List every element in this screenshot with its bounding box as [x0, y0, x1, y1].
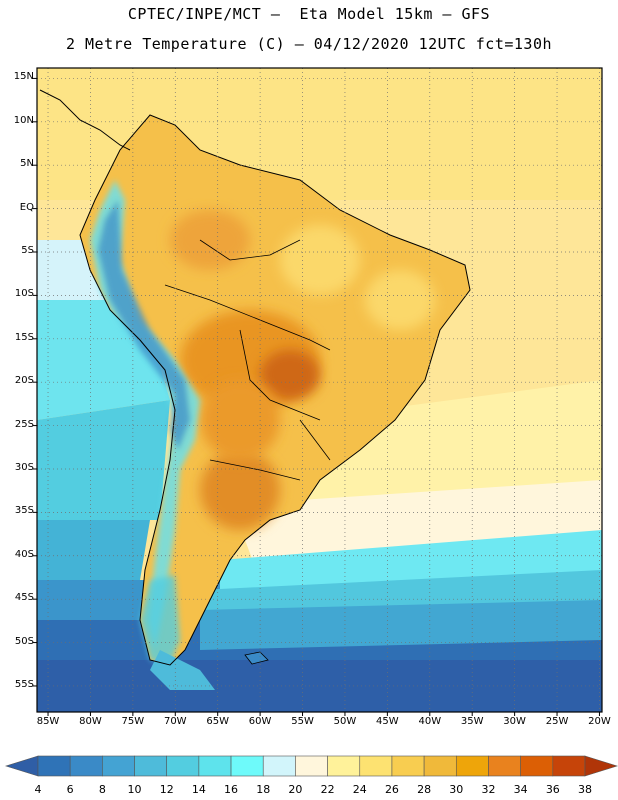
- lon-label: 85W: [36, 716, 60, 727]
- lon-label: 35W: [460, 716, 484, 727]
- colorbar-label: 12: [159, 783, 174, 796]
- colorbar-bin: [166, 755, 200, 777]
- lat-label: 45S: [14, 592, 34, 604]
- lon-label: 40W: [418, 716, 442, 727]
- colorbar-bin: [520, 755, 554, 777]
- lat-label: 5S: [21, 245, 34, 256]
- colorbar-label: 30: [449, 783, 464, 796]
- colorbar-bin: [198, 755, 232, 777]
- lat-label: 30S: [14, 461, 34, 473]
- colorbar-label: 32: [481, 783, 496, 796]
- map-frame: [36, 67, 603, 713]
- colorbar-bin: [359, 755, 393, 777]
- lon-label: 25W: [545, 716, 569, 727]
- colorbar-label: 28: [417, 783, 432, 796]
- lon-label: 50W: [333, 716, 357, 727]
- lat-label: 20S: [14, 375, 34, 387]
- lon-label: 30W: [503, 716, 526, 727]
- colorbar-label: 22: [320, 783, 335, 796]
- lat-label: 35S: [14, 505, 34, 517]
- colorbar-label: 20: [288, 783, 303, 796]
- lon-label: 45W: [376, 716, 399, 727]
- colorbar-bin: [69, 755, 103, 777]
- lat-label: 10N: [13, 114, 34, 126]
- colorbar-label: 14: [191, 783, 206, 796]
- lat-label: 55S: [14, 678, 34, 690]
- lon-label: 70W: [163, 716, 187, 727]
- colorbar-label: 26: [384, 783, 399, 796]
- colorbar-label: 36: [545, 783, 560, 796]
- lon-label: 75W: [121, 716, 145, 727]
- lon-label: 20W: [588, 716, 611, 727]
- colorbar-bin: [327, 755, 361, 777]
- lat-label: 50S: [14, 635, 34, 647]
- lon-label: 55W: [291, 716, 314, 727]
- colorbar-bin: [262, 755, 296, 777]
- lat-label: 15S: [14, 331, 34, 343]
- colorbar-bin: [391, 755, 425, 777]
- colorbar-label: 6: [66, 783, 74, 796]
- temperature-field: [37, 68, 602, 712]
- lat-label: 5N: [20, 158, 34, 170]
- colorbar-bin: [230, 755, 264, 777]
- colorbar-bin: [423, 755, 457, 777]
- colorbar-bin: [295, 755, 328, 777]
- colorbar: [4, 755, 618, 777]
- lat-label: 15N: [13, 71, 34, 83]
- colorbar-bin: [134, 755, 168, 777]
- colorbar-label: 16: [224, 783, 239, 796]
- map-subtitle: 2 Metre Temperature (C) – 04/12/2020 12U…: [65, 35, 553, 53]
- map-title: CPTEC/INPE/MCT – Eta Model 15km – GFS: [127, 5, 491, 23]
- lon-label: 80W: [79, 716, 102, 727]
- lon-label: 60W: [248, 716, 272, 727]
- lat-label: 10S: [14, 288, 34, 300]
- colorbar-bin: [488, 755, 521, 777]
- lat-label: 25S: [14, 418, 34, 430]
- colorbar-bin: [37, 755, 71, 777]
- lat-label: 40S: [14, 548, 34, 560]
- colorbar-bin: [102, 755, 135, 777]
- colorbar-label: 4: [34, 783, 42, 796]
- graticule: [37, 68, 602, 712]
- colorbar-label: 38: [578, 783, 592, 796]
- lat-label: EQ: [19, 201, 34, 213]
- colorbar-max-arrow: [584, 755, 618, 777]
- colorbar-label: 24: [352, 783, 367, 796]
- colorbar-min-arrow: [4, 755, 39, 777]
- colorbar-label: 34: [513, 783, 528, 796]
- colorbar-bin: [552, 755, 586, 777]
- colorbar-label: 10: [127, 783, 142, 796]
- colorbar-label: 8: [98, 783, 106, 796]
- lon-label: 65W: [206, 716, 229, 727]
- colorbar-label: 18: [256, 783, 271, 796]
- colorbar-bin: [455, 755, 489, 777]
